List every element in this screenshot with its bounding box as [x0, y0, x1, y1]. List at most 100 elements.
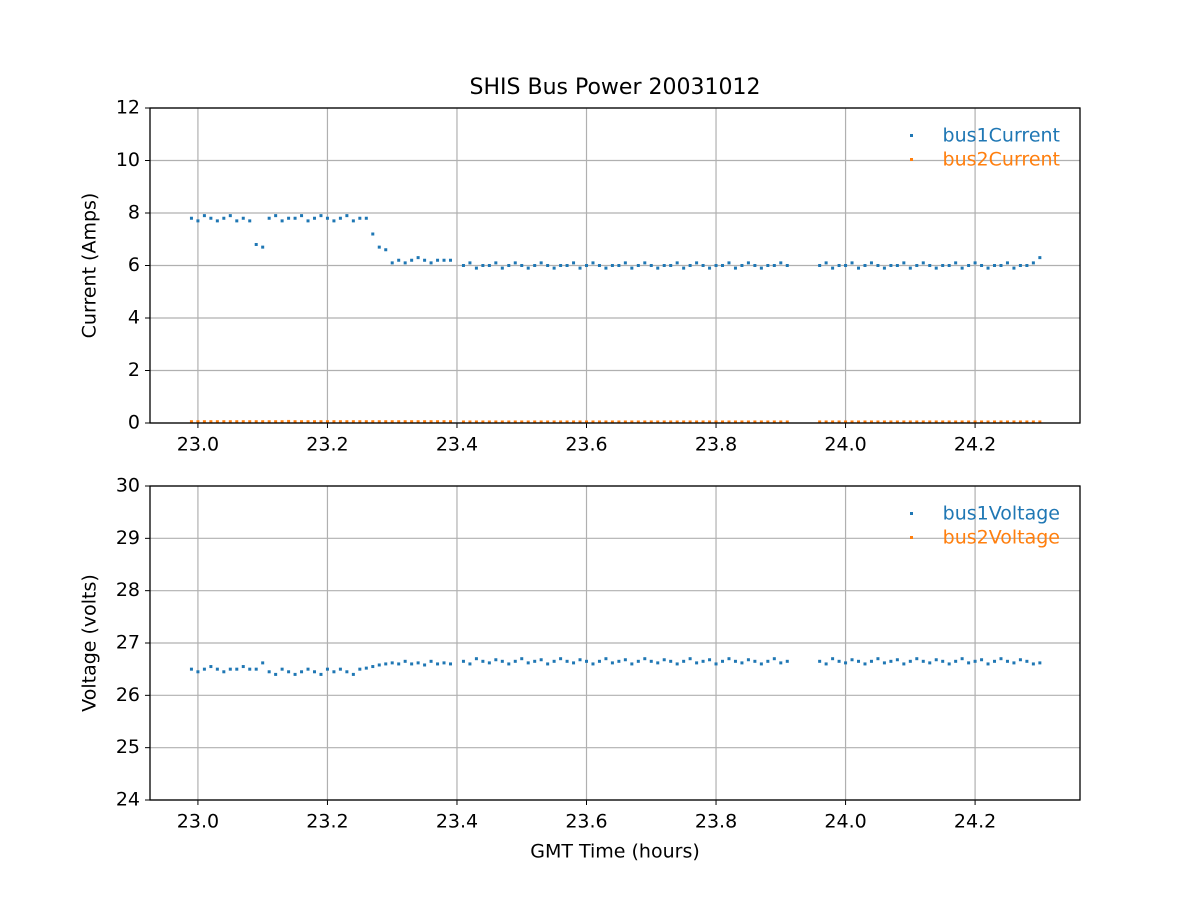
data-point: [850, 658, 854, 662]
data-point: [682, 659, 686, 663]
data-point: [993, 264, 997, 267]
data-point: [688, 657, 692, 661]
data-point: [1038, 661, 1042, 665]
data-point: [196, 219, 200, 223]
data-point: [844, 420, 848, 424]
data-point: [597, 420, 601, 424]
data-point: [416, 256, 420, 260]
data-point: [882, 661, 886, 665]
x-tick-label: 23.4: [436, 434, 478, 456]
data-point: [474, 266, 478, 270]
data-point: [1031, 662, 1035, 666]
data-point: [649, 264, 653, 267]
data-point: [293, 216, 297, 220]
data-point: [585, 659, 589, 663]
y-tick-label: 30: [116, 475, 140, 497]
data-point: [325, 216, 329, 220]
data-point: [209, 420, 213, 424]
y-tick-label: 25: [116, 736, 140, 758]
data-point: [941, 659, 945, 663]
data-point: [325, 420, 329, 424]
data-point: [377, 420, 381, 424]
data-point: [267, 216, 271, 220]
data-point: [228, 420, 232, 424]
data-point: [507, 264, 511, 267]
data-point: [520, 657, 524, 661]
data-point: [397, 420, 401, 424]
data-point: [565, 264, 569, 267]
data-point: [390, 661, 394, 665]
plot-frame: [149, 485, 1081, 801]
data-point: [403, 420, 407, 424]
legend-marker: [910, 512, 913, 515]
data-point: [552, 420, 556, 424]
data-point: [733, 266, 737, 270]
data-point: [267, 670, 271, 674]
data-point: [669, 264, 673, 267]
data-point: [533, 264, 537, 267]
data-point: [636, 420, 640, 424]
data-point: [546, 420, 550, 424]
data-point: [740, 661, 744, 665]
data-point: [364, 666, 368, 670]
y-tick-label: 28: [116, 579, 140, 601]
data-point: [248, 667, 252, 671]
data-point: [1038, 420, 1042, 424]
data-point: [319, 672, 323, 676]
data-point: [785, 264, 789, 267]
panel: 23.0 23.2 23.4 23.6 23.8 24.0 24.2 0 2 4 6 8 10 12 SHI…: [79, 75, 1081, 456]
data-point: [520, 420, 524, 424]
data-point: [818, 264, 822, 267]
data-point: [449, 258, 453, 262]
data-point: [831, 657, 835, 661]
data-point: [533, 420, 537, 424]
data-point: [202, 214, 206, 218]
x-tick-label: 23.2: [306, 434, 348, 456]
data-point: [662, 658, 666, 662]
data-point: [1025, 659, 1029, 663]
data-point: [189, 216, 193, 220]
data-point: [546, 662, 550, 666]
data-point: [947, 264, 951, 267]
data-point: [1031, 261, 1035, 265]
data-point: [617, 264, 621, 267]
data-point: [364, 420, 368, 424]
data-point: [572, 261, 576, 265]
data-point: [695, 420, 699, 424]
data-point: [915, 264, 919, 267]
data-point: [1012, 420, 1016, 424]
data-point: [429, 261, 433, 265]
chart-title: SHIS Bus Power 20031012: [470, 75, 761, 100]
data-point: [371, 232, 375, 236]
data-point: [572, 661, 576, 665]
data-point: [973, 261, 977, 265]
data-point: [403, 261, 407, 265]
data-point: [850, 261, 854, 265]
legend-label: bus2Voltage: [943, 527, 1060, 549]
data-point: [818, 420, 822, 424]
data-point: [416, 661, 420, 665]
data-point: [934, 658, 938, 662]
data-point: [436, 662, 440, 666]
data-point: [746, 261, 750, 265]
data-point: [604, 266, 608, 270]
data-point: [312, 420, 316, 424]
data-point: [882, 420, 886, 424]
data-point: [973, 659, 977, 663]
data-point: [656, 661, 660, 665]
data-point: [565, 659, 569, 663]
data-point: [934, 266, 938, 270]
data-point: [196, 670, 200, 674]
y-tick-label: 12: [116, 97, 140, 119]
data-point: [1025, 420, 1029, 424]
data-point: [559, 420, 563, 424]
data-point: [837, 659, 841, 663]
data-point: [481, 420, 485, 424]
x-tick-label: 23.6: [565, 811, 607, 833]
data-point: [280, 420, 284, 424]
y-tick-label: 26: [116, 684, 140, 706]
data-point: [345, 420, 349, 424]
data-point: [539, 261, 543, 265]
data-point: [662, 264, 666, 267]
data-point: [513, 261, 517, 265]
